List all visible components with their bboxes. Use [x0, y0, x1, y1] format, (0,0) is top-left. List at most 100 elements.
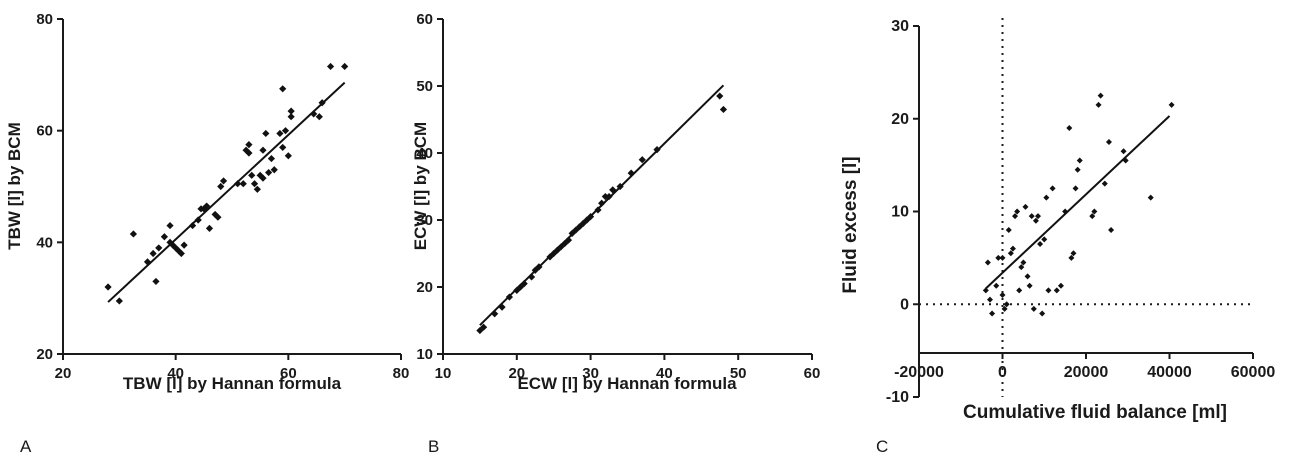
y-tick-label: 50 — [416, 78, 433, 95]
data-point — [214, 213, 222, 221]
data-point — [1045, 287, 1052, 294]
data-point — [598, 199, 606, 207]
data-point — [609, 186, 617, 194]
y-tick-label: 80 — [36, 11, 53, 28]
data-point — [564, 236, 573, 244]
data-point — [479, 323, 488, 331]
data-point — [341, 62, 349, 71]
data-point — [279, 85, 287, 93]
x-tick-label: 40 — [167, 365, 184, 382]
x-tick-label: 80 — [393, 365, 410, 382]
y-tick-label: 20 — [36, 346, 53, 363]
data-point — [205, 224, 214, 232]
data-point — [180, 241, 188, 249]
data-point — [284, 152, 292, 160]
data-point — [1108, 227, 1115, 234]
data-point — [1122, 157, 1129, 164]
data-point — [326, 62, 335, 71]
data-point — [1032, 217, 1039, 224]
data-point — [281, 127, 290, 135]
data-point — [1037, 240, 1044, 247]
x-tick-label: 60000 — [1231, 364, 1276, 381]
data-point — [491, 310, 499, 318]
data-point — [999, 291, 1006, 298]
y-tick-label: 20 — [416, 279, 433, 296]
data-point — [1147, 194, 1154, 201]
data-point — [155, 244, 163, 252]
y-tick-label: 60 — [36, 123, 53, 140]
y-axis-label: Fluid excess [l] — [840, 156, 861, 293]
data-point — [188, 221, 197, 230]
data-point — [1089, 213, 1096, 220]
data-point — [1168, 101, 1175, 108]
x-tick-label: 40 — [656, 365, 673, 382]
panel-letter: A — [20, 437, 32, 456]
data-point — [1022, 203, 1029, 210]
data-point — [1018, 264, 1025, 271]
x-tick-label: 10 — [435, 365, 452, 382]
data-point — [986, 296, 993, 303]
data-point — [1007, 250, 1014, 257]
data-point — [982, 287, 989, 294]
data-point — [513, 286, 521, 294]
data-point — [616, 182, 624, 191]
data-point — [315, 113, 323, 121]
data-point — [1005, 227, 1012, 234]
data-point — [245, 149, 253, 157]
data-point — [250, 180, 259, 188]
y-tick-label: 40 — [416, 145, 433, 162]
data-point — [535, 263, 543, 271]
data-point — [267, 154, 276, 163]
data-point — [310, 110, 318, 118]
y-tick-label: 0 — [900, 296, 909, 313]
y-tick-label: -10 — [886, 389, 909, 406]
data-point — [1070, 250, 1077, 257]
data-point — [719, 105, 728, 114]
data-point — [143, 258, 152, 266]
data-point — [1034, 213, 1041, 220]
data-point — [1028, 213, 1035, 220]
x-axis-label: ECW [l] by Hannan formula — [517, 374, 737, 393]
data-point — [1020, 259, 1027, 266]
data-point — [984, 259, 991, 266]
data-point — [1001, 305, 1008, 312]
data-point — [601, 192, 609, 201]
data-point — [1062, 208, 1069, 215]
data-point — [239, 180, 247, 188]
data-point — [1012, 213, 1019, 220]
data-point — [653, 146, 661, 154]
x-tick-label: 60 — [280, 365, 297, 382]
y-tick-label: 20 — [891, 111, 909, 128]
data-point — [160, 233, 168, 241]
data-point — [605, 192, 613, 201]
data-point — [1097, 92, 1104, 99]
x-tick-label: 50 — [730, 365, 747, 382]
data-point — [152, 277, 160, 286]
x-tick-label: 20 — [55, 365, 72, 382]
scatter-panel-a: 20 40 60 80 20 40 60 80 TBW [l] by Hannan formul… — [5, 11, 409, 456]
data-point — [1041, 236, 1048, 243]
data-point — [1091, 208, 1098, 215]
data-point — [149, 249, 157, 258]
data-point — [318, 99, 326, 107]
data-point — [248, 171, 256, 179]
data-point — [627, 169, 635, 177]
data-point — [1072, 185, 1079, 192]
data-point — [287, 113, 295, 121]
data-point — [1024, 273, 1031, 280]
data-point — [716, 92, 724, 100]
data-point — [276, 129, 284, 138]
data-point — [194, 216, 202, 224]
data-point — [516, 283, 525, 291]
data-point — [1101, 180, 1108, 187]
data-point — [594, 206, 602, 214]
data-point — [219, 177, 228, 185]
y-tick-label: 10 — [416, 346, 433, 363]
x-tick-label: -20000 — [894, 364, 944, 381]
data-point — [279, 143, 287, 152]
y-tick-label: 30 — [891, 18, 909, 35]
data-point — [203, 202, 211, 210]
data-point — [1026, 282, 1033, 289]
data-point — [234, 180, 242, 188]
data-point — [587, 213, 595, 221]
